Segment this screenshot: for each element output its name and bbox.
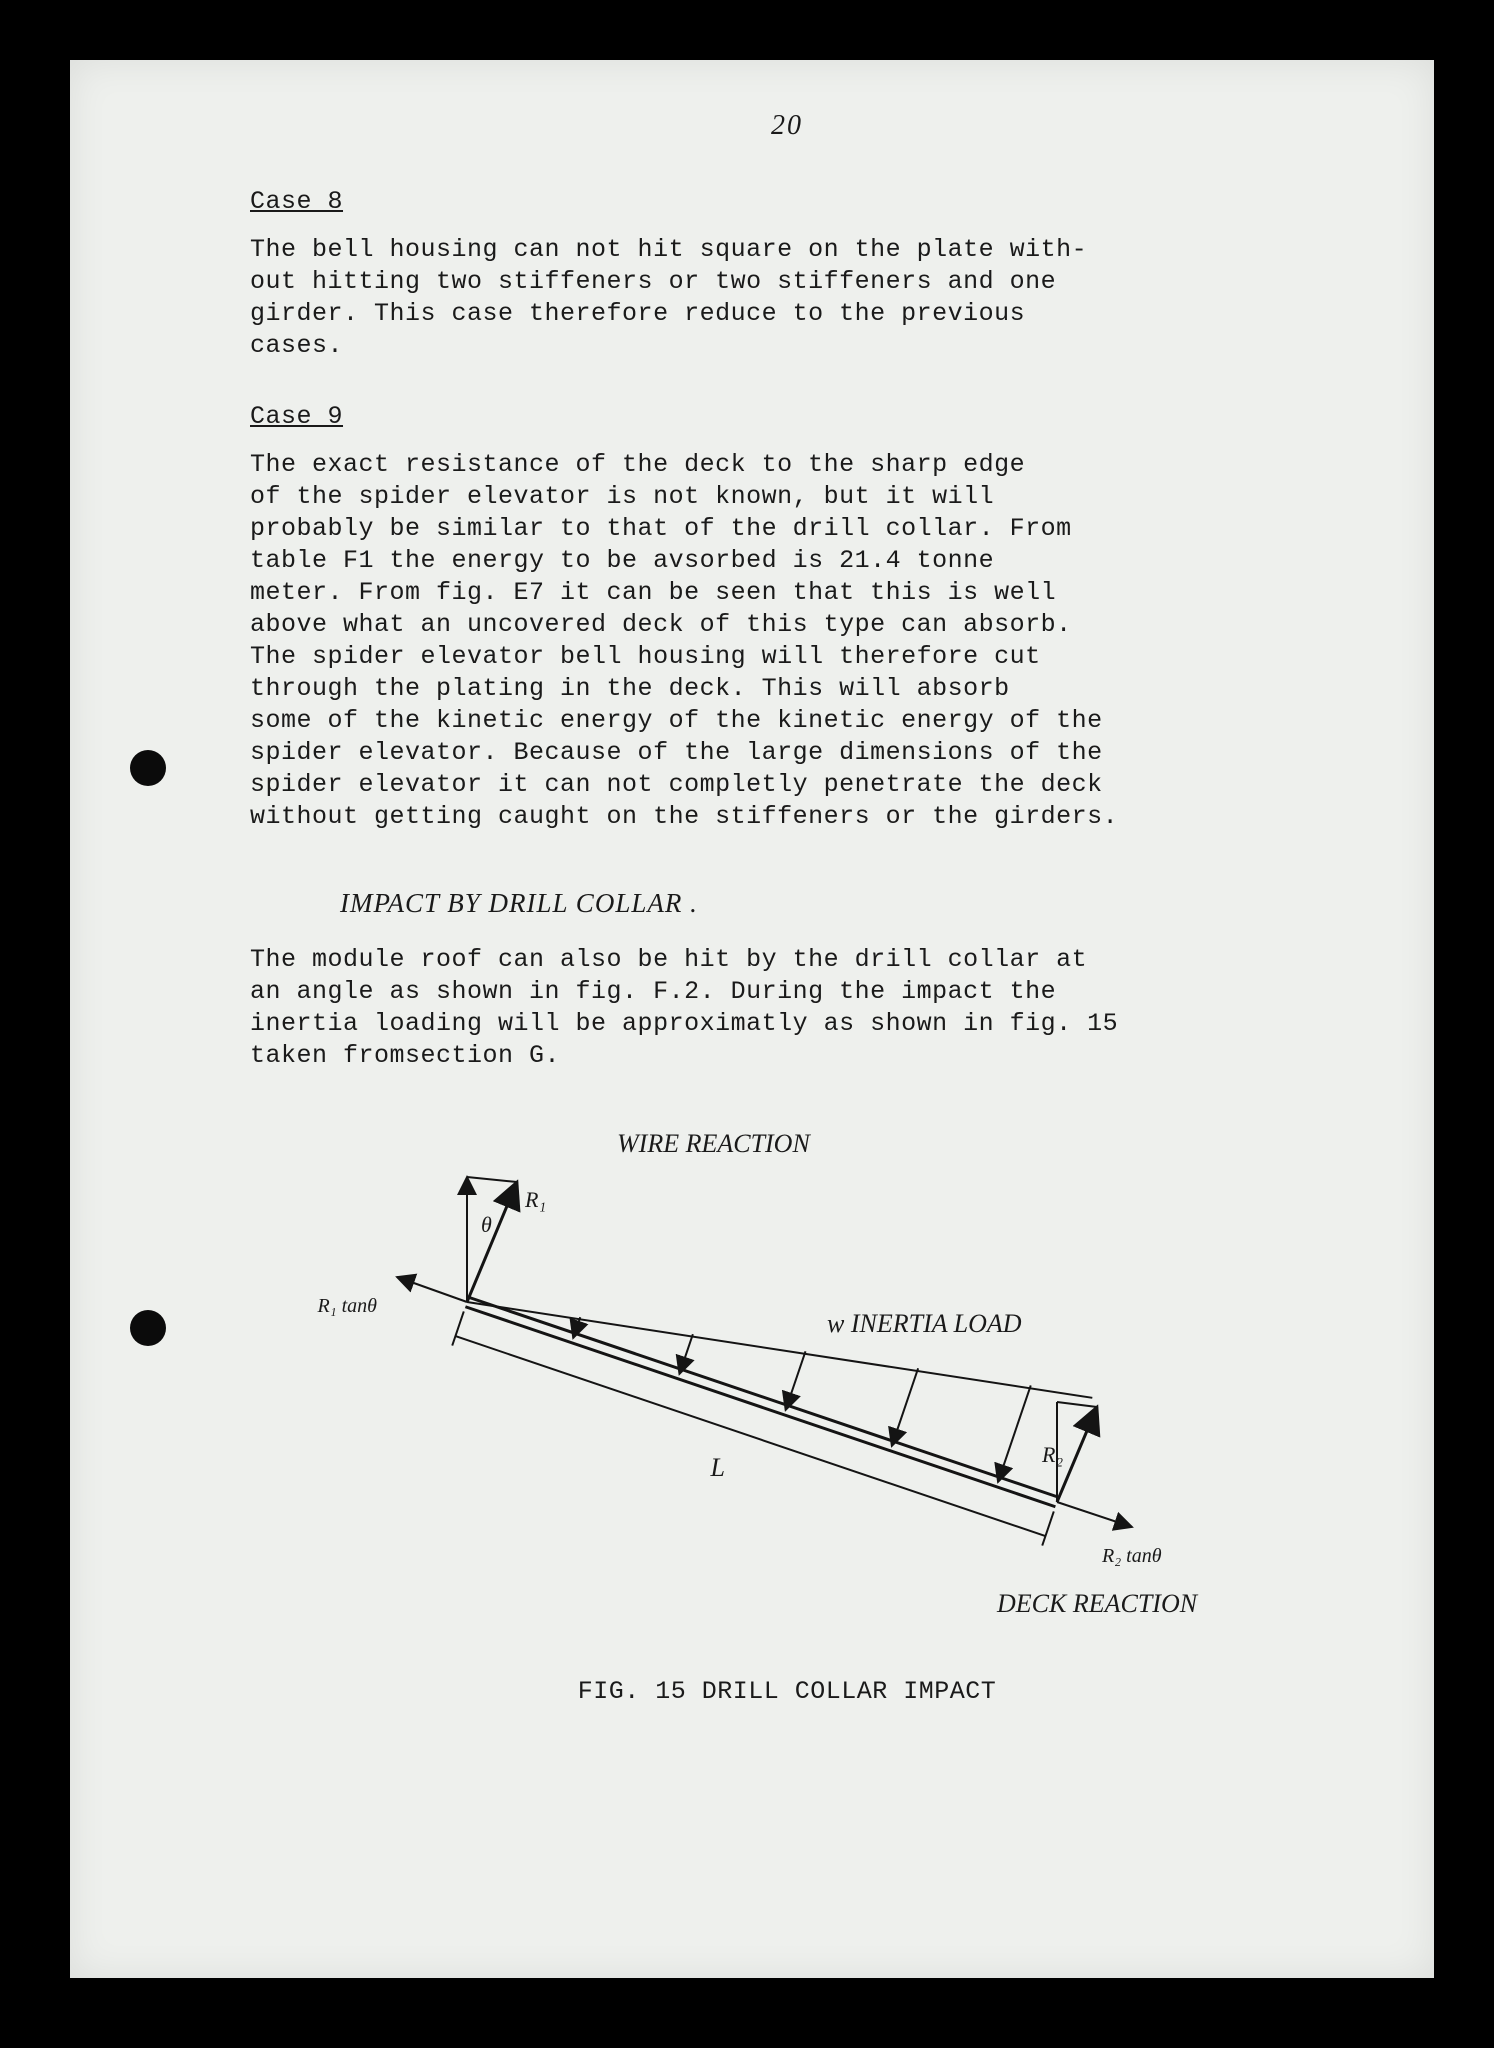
svg-text:DECK REACTION: DECK REACTION <box>996 1589 1199 1618</box>
case9-heading: Case 9 <box>250 402 1324 431</box>
drill-collar-diagram: WIRE REACTION R₁ θ R₁ tanθ Lw INERTIA LOAD R₂… <box>307 1107 1227 1667</box>
punch-hole <box>130 1310 166 1346</box>
page: 20 Case 8 The bell housing can not hit s… <box>70 60 1434 1978</box>
figure-15: WIRE REACTION R₁ θ R₁ tanθ Lw INERTIA LOAD R₂… <box>210 1107 1324 1667</box>
case9-text: The exact resistance of the deck to the … <box>250 449 1324 833</box>
svg-text:WIRE REACTION: WIRE REACTION <box>617 1129 811 1158</box>
case8-text: The bell housing can not hit square on t… <box>250 234 1324 362</box>
impact-heading: IMPACT BY DRILL COLLAR . <box>340 888 1324 919</box>
svg-text:R₁ tanθ: R₁ tanθ <box>316 1295 377 1317</box>
punch-hole <box>130 750 166 786</box>
page-number: 20 <box>250 110 1324 142</box>
svg-text:R₂ tanθ: R₂ tanθ <box>1101 1545 1162 1567</box>
impact-text: The module roof can also be hit by the d… <box>250 944 1324 1072</box>
case8-heading: Case 8 <box>250 187 1324 216</box>
svg-text:R₁: R₁ <box>524 1187 546 1212</box>
svg-text:θ: θ <box>481 1212 492 1237</box>
svg-text:w INERTIA LOAD: w INERTIA LOAD <box>827 1309 1022 1338</box>
figure-caption: FIG. 15 DRILL COLLAR IMPACT <box>250 1677 1324 1706</box>
scan-frame: 20 Case 8 The bell housing can not hit s… <box>0 0 1494 2048</box>
svg-text:L: L <box>709 1453 724 1482</box>
svg-text:R₂: R₂ <box>1041 1442 1063 1467</box>
